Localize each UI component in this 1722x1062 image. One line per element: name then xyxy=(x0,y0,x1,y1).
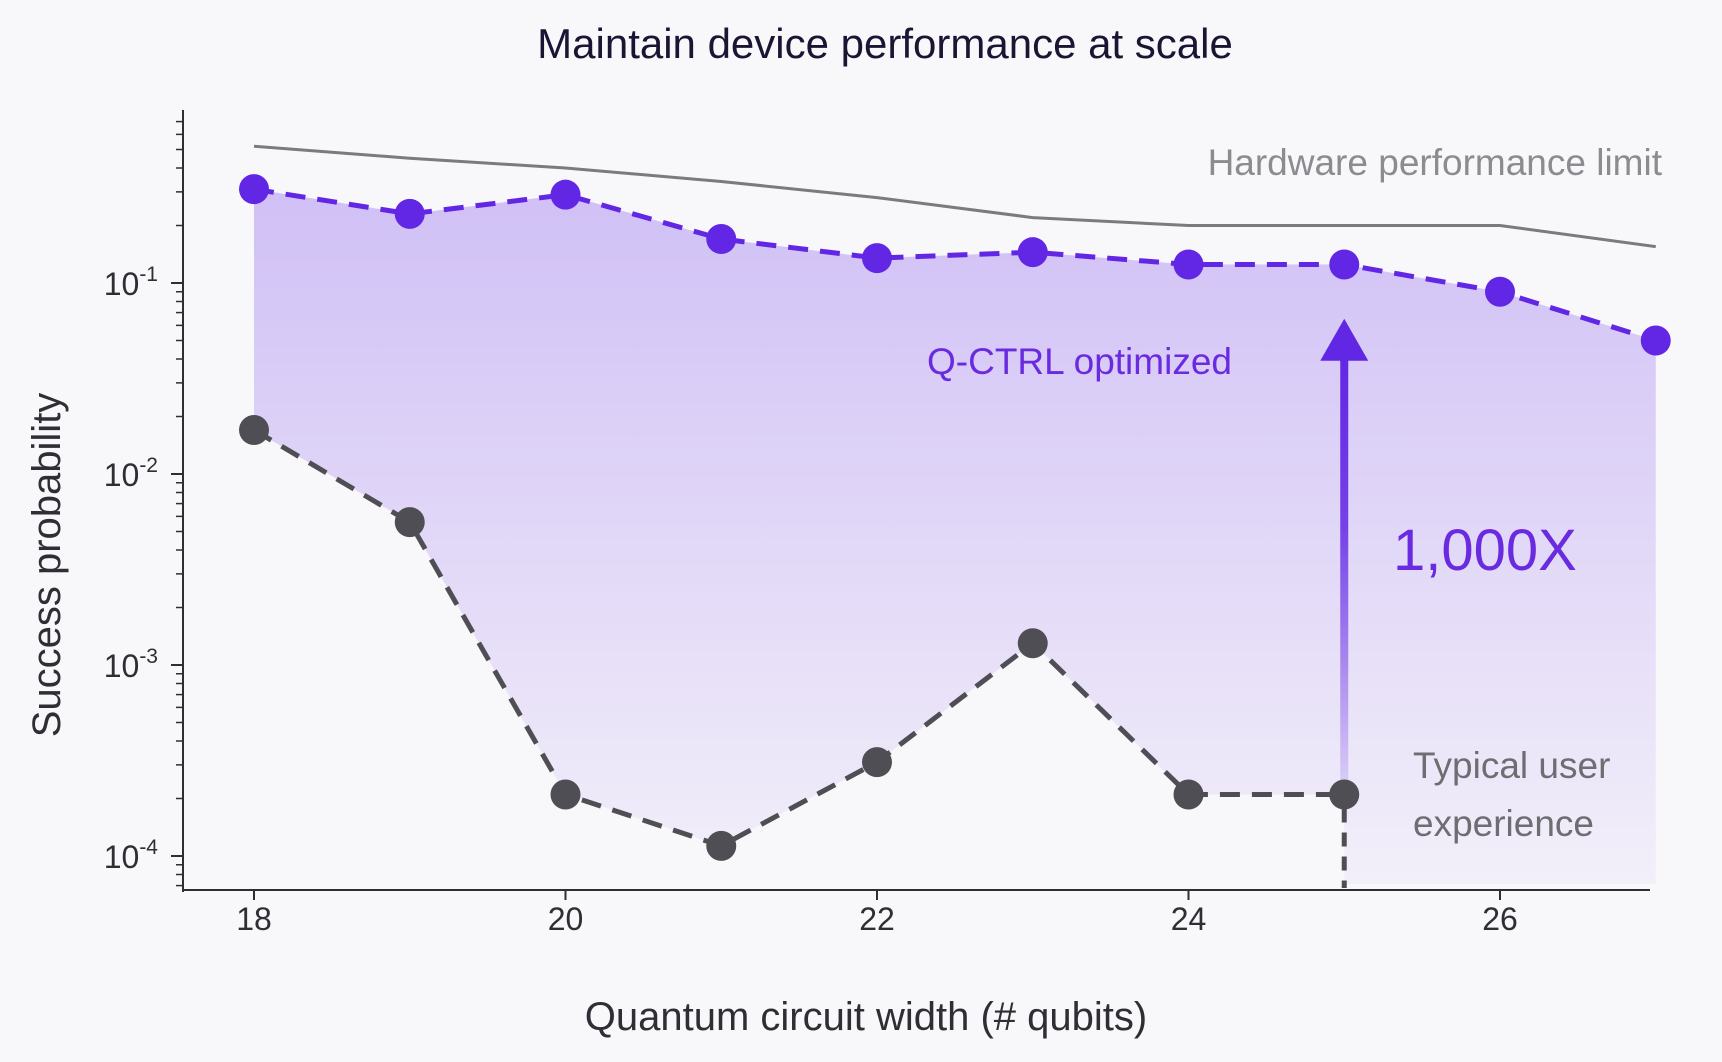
y-axis-label: Success probability xyxy=(25,393,69,738)
typical-point xyxy=(706,830,737,861)
improvement-arrow xyxy=(1320,318,1369,780)
optimized-point xyxy=(394,198,425,229)
axes: 10-1 10-2 10-3 10-4 18 20 22 24 26 xyxy=(104,110,1650,937)
typical-point xyxy=(394,507,425,538)
x-tick-label: 20 xyxy=(548,901,584,937)
x-tick-label: 18 xyxy=(236,901,272,937)
typical-point xyxy=(239,414,269,445)
hardware-limit-label: Hardware performance limit xyxy=(1208,142,1663,183)
improvement-factor-label: 1,000X xyxy=(1393,518,1577,583)
typical-point xyxy=(1017,628,1048,659)
improvement-area xyxy=(254,189,1656,885)
optimized-point xyxy=(1640,325,1671,356)
optimized-point xyxy=(550,179,581,210)
y-major-ticks: 10-1 10-2 10-3 10-4 xyxy=(104,263,183,875)
optimized-point xyxy=(1017,237,1048,268)
typical-point xyxy=(862,747,892,778)
optimized-point xyxy=(706,223,737,254)
chart-title: Maintain device performance at scale xyxy=(537,20,1233,67)
y-tick-label: 10-4 xyxy=(104,836,159,875)
x-tick-label: 22 xyxy=(859,901,895,937)
x-tick-label: 26 xyxy=(1482,901,1518,937)
y-tick-label: 10-2 xyxy=(104,454,158,493)
series-layer xyxy=(239,144,1671,888)
typical-label-line1: Typical user xyxy=(1413,745,1610,786)
y-tick-label: 10-1 xyxy=(104,263,158,302)
optimized-point xyxy=(1329,249,1360,280)
series-line-typical xyxy=(252,427,1345,849)
optimized-point xyxy=(1485,276,1515,307)
optimized-point xyxy=(862,243,892,274)
x-axis-label: Quantum circuit width (# qubits) xyxy=(585,995,1147,1039)
y-tick-label: 10-3 xyxy=(104,645,158,684)
typical-point xyxy=(1329,779,1360,810)
optimized-label: Q-CTRL optimized xyxy=(927,341,1232,382)
optimized-point xyxy=(1173,249,1204,280)
arrow-head xyxy=(1320,318,1369,361)
series-line-limit xyxy=(253,144,1656,249)
typical-label-line2: experience xyxy=(1413,803,1594,844)
typical-point xyxy=(1173,779,1204,810)
x-tick-label: 24 xyxy=(1171,901,1207,937)
arrow-shaft xyxy=(1340,358,1349,780)
x-ticks: 18 20 22 24 26 xyxy=(236,890,1518,937)
y-minor-ticks xyxy=(176,120,183,887)
typical-point xyxy=(550,779,581,810)
optimized-point xyxy=(239,174,269,205)
series-line-optimized xyxy=(253,186,1657,343)
